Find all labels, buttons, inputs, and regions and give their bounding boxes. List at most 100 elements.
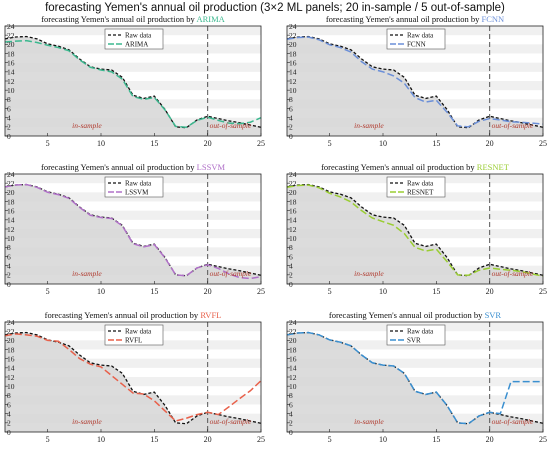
y-tick-label: 22: [7, 31, 15, 40]
panel-title-model: LSSVM: [197, 162, 226, 172]
y-tick-label: 4: [7, 261, 11, 270]
y-tick-label: 4: [289, 261, 293, 270]
y-tick-label: 10: [289, 234, 297, 243]
y-tick-label: 6: [7, 252, 11, 261]
y-tick-label: 16: [7, 58, 15, 67]
y-tick-label: 8: [289, 95, 293, 104]
x-tick-label: 20: [204, 435, 212, 444]
band: [5, 81, 261, 91]
y-tick-label: 12: [7, 225, 15, 234]
out-of-sample-label: out-of-sample: [492, 121, 534, 130]
y-tick-label: 22: [7, 179, 15, 188]
band: [287, 81, 543, 91]
legend-model-label: SVR: [407, 337, 421, 345]
out-of-sample-label: out-of-sample: [492, 269, 534, 278]
y-tick-label: 16: [289, 206, 297, 215]
x-tick-label: 25: [257, 287, 265, 296]
y-tick-label: 14: [7, 364, 15, 373]
y-tick-label: 4: [7, 409, 11, 418]
y-tick-label: 0: [7, 132, 11, 141]
x-tick-label: 10: [97, 287, 105, 296]
x-tick-label: 15: [150, 287, 158, 296]
panel-title: forecasting Yemen's annual oil productio…: [326, 14, 504, 24]
band: [287, 210, 543, 220]
y-tick-label: 2: [289, 123, 293, 132]
legend-model-label: RESNET: [407, 189, 434, 197]
x-tick-label: 25: [257, 139, 265, 148]
y-tick-label: 6: [289, 252, 293, 261]
y-tick-label: 16: [289, 354, 297, 363]
y-tick-label: 2: [7, 271, 11, 280]
y-tick-label: 8: [7, 391, 11, 400]
x-tick-label: 15: [432, 435, 440, 444]
x-tick-label: 25: [539, 435, 547, 444]
raw-area: [5, 184, 261, 284]
band: [5, 377, 261, 387]
y-tick-label: 14: [289, 364, 297, 373]
y-tick-label: 18: [289, 345, 297, 354]
out-of-sample-label: out-of-sample: [210, 121, 252, 130]
x-tick-label: 20: [486, 435, 494, 444]
y-tick-label: 22: [7, 327, 15, 336]
raw-area: [287, 184, 543, 284]
panel-title-prefix: forecasting Yemen's annual oil productio…: [326, 14, 482, 24]
legend-raw-label: Raw data: [407, 180, 434, 188]
band: [5, 62, 261, 72]
y-tick-label: 12: [7, 373, 15, 382]
y-tick-label: 12: [289, 373, 297, 382]
y-tick-label: 8: [7, 95, 11, 104]
in-sample-label: in-sample: [72, 269, 102, 278]
y-tick-label: 20: [289, 188, 297, 197]
x-tick-label: 10: [97, 139, 105, 148]
y-tick-label: 8: [289, 391, 293, 400]
y-tick-label: 14: [7, 68, 15, 77]
y-tick-label: 8: [7, 243, 11, 252]
y-tick-label: 22: [289, 327, 297, 336]
band: [287, 229, 543, 239]
y-tick-label: 22: [289, 179, 297, 188]
band: [287, 62, 543, 72]
y-tick-label: 8: [289, 243, 293, 252]
y-tick-label: 20: [7, 188, 15, 197]
y-tick-label: 12: [289, 77, 297, 86]
x-tick-label: 15: [150, 435, 158, 444]
band: [287, 358, 543, 368]
band: [5, 358, 261, 368]
y-tick-label: 2: [7, 419, 11, 428]
y-tick-label: 14: [7, 216, 15, 225]
in-sample-label: in-sample: [354, 417, 384, 426]
out-of-sample-label: out-of-sample: [492, 417, 534, 426]
y-tick-label: 18: [7, 345, 15, 354]
panel-title-model: RVFL: [200, 310, 221, 320]
y-tick-label: 16: [7, 354, 15, 363]
y-tick-label: 20: [289, 40, 297, 49]
legend-model-label: FCNN: [407, 41, 426, 49]
y-tick-label: 18: [7, 49, 15, 58]
y-tick-label: 4: [289, 113, 293, 122]
panel-title-model: RESNET: [477, 162, 510, 172]
panel-title-prefix: forecasting Yemen's annual oil productio…: [329, 310, 485, 320]
y-tick-label: 24: [289, 170, 297, 179]
y-tick-label: 16: [289, 58, 297, 67]
x-tick-label: 25: [539, 287, 547, 296]
panel-title-prefix: forecasting Yemen's annual oil productio…: [41, 162, 197, 172]
legend-raw-label: Raw data: [125, 32, 152, 40]
y-tick-label: 6: [7, 400, 11, 409]
band: [5, 229, 261, 239]
out-of-sample-label: out-of-sample: [210, 269, 252, 278]
legend-model-label: RVFL: [125, 337, 142, 345]
y-tick-label: 4: [289, 409, 293, 418]
y-tick-label: 10: [7, 86, 15, 95]
y-tick-label: 24: [7, 22, 15, 31]
x-tick-label: 20: [486, 139, 494, 148]
y-tick-label: 18: [289, 49, 297, 58]
panel-title-model: SVR: [485, 310, 502, 320]
y-tick-label: 2: [7, 123, 11, 132]
y-tick-label: 0: [289, 428, 293, 437]
x-tick-label: 5: [328, 435, 332, 444]
y-tick-label: 10: [289, 86, 297, 95]
